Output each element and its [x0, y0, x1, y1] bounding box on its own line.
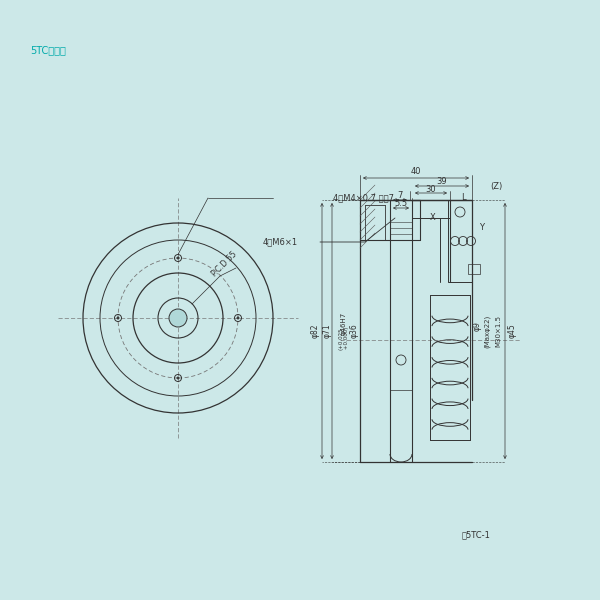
- Text: 7: 7: [397, 191, 403, 200]
- Text: 図5TC-1: 図5TC-1: [461, 530, 490, 539]
- Circle shape: [177, 377, 179, 379]
- Text: 4－M4×0.7 深サ7: 4－M4×0.7 深サ7: [333, 193, 394, 202]
- Text: φ36: φ36: [349, 323, 359, 338]
- Text: φ9: φ9: [473, 321, 482, 331]
- Circle shape: [237, 317, 239, 319]
- Text: M30×1.5: M30×1.5: [495, 315, 501, 347]
- Text: 5TC寸法図: 5TC寸法図: [30, 45, 66, 55]
- Circle shape: [117, 317, 119, 319]
- Circle shape: [177, 257, 179, 259]
- Bar: [468, 264, 480, 274]
- Bar: [448, 200, 472, 282]
- Text: φ82: φ82: [311, 324, 320, 338]
- Text: φ45: φ45: [508, 323, 517, 338]
- Text: 40: 40: [411, 167, 421, 176]
- Text: 4－M6×1: 4－M6×1: [262, 238, 298, 247]
- Text: P.C.D 55: P.C.D 55: [209, 250, 238, 278]
- Text: 39: 39: [437, 176, 448, 185]
- Text: φ46H7: φ46H7: [341, 311, 347, 335]
- Text: 30: 30: [425, 185, 436, 193]
- Text: 5.5: 5.5: [394, 199, 407, 208]
- Text: L: L: [461, 193, 466, 202]
- Text: (Maxφ22): (Maxφ22): [484, 314, 490, 347]
- Text: (+0.025
 +0.000): (+0.025 +0.000): [338, 327, 349, 351]
- Text: φ71: φ71: [323, 323, 331, 338]
- Text: X: X: [430, 214, 436, 223]
- Circle shape: [169, 309, 187, 327]
- Text: Y: Y: [479, 223, 485, 232]
- Text: (Z): (Z): [490, 181, 502, 191]
